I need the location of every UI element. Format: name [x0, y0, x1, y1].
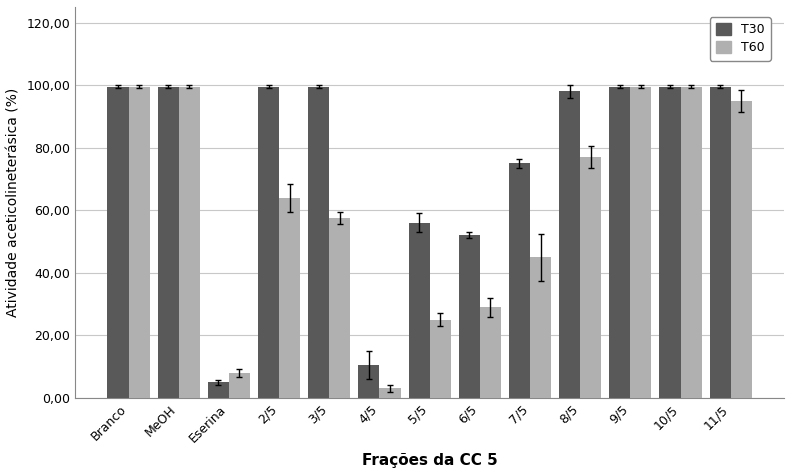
Bar: [258, 87, 279, 398]
Bar: [609, 87, 630, 398]
Legend: T30, T60: T30, T60: [710, 17, 770, 61]
Bar: [108, 87, 128, 398]
Bar: [459, 235, 480, 398]
Bar: [731, 101, 751, 398]
Bar: [480, 307, 501, 398]
Bar: [630, 87, 652, 398]
Bar: [128, 87, 149, 398]
Bar: [358, 365, 380, 398]
Bar: [509, 163, 530, 398]
Y-axis label: Atividade aceticolineterásica (%): Atividade aceticolineterásica (%): [7, 88, 21, 317]
Bar: [229, 373, 250, 398]
Bar: [208, 382, 229, 398]
Bar: [279, 198, 300, 398]
Bar: [680, 87, 702, 398]
X-axis label: Frações da CC 5: Frações da CC 5: [361, 453, 498, 468]
Bar: [530, 257, 551, 398]
Bar: [581, 157, 601, 398]
Bar: [157, 87, 179, 398]
Bar: [308, 87, 329, 398]
Bar: [380, 389, 400, 398]
Bar: [559, 91, 581, 398]
Bar: [179, 87, 200, 398]
Bar: [409, 223, 430, 398]
Bar: [329, 218, 350, 398]
Bar: [430, 320, 451, 398]
Bar: [710, 87, 731, 398]
Bar: [660, 87, 680, 398]
